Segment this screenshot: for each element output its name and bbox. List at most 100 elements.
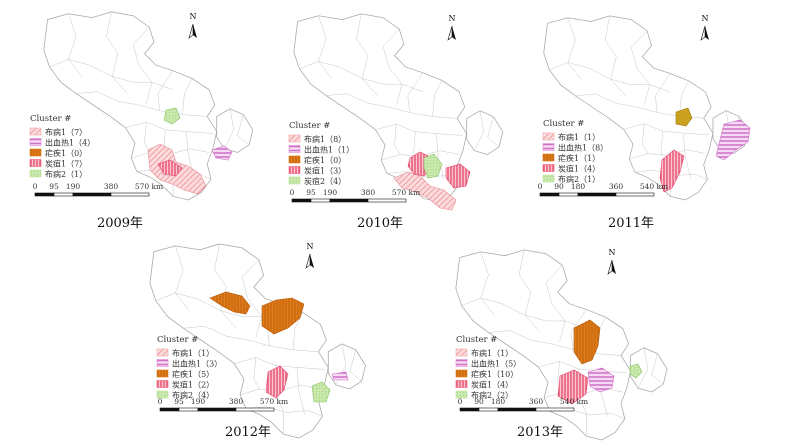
- north-arrow-icon: N: [188, 12, 198, 39]
- panel-year-label: 2010年: [357, 216, 403, 231]
- legend-item: 布病1（8）: [288, 134, 346, 144]
- legend: Cluster # 布病1（7）出血热1（4）疟疾1（0）炭疽1（7）布病2（1…: [29, 114, 95, 179]
- legend: Cluster # 布病1（1）出血热1（5）疟疾1（10）炭疽1（4）布病2（…: [455, 335, 521, 400]
- cluster-malaria1-region: [209, 291, 251, 315]
- legend-swatch: [542, 143, 555, 151]
- scale-segment: [34, 192, 55, 197]
- legend-item: 炭疽1（7）: [29, 159, 87, 169]
- legend-swatch: [156, 390, 169, 399]
- legend-label: 疟疾1（10）: [471, 369, 518, 379]
- legend-swatch: [455, 380, 468, 388]
- legend-swatch: [455, 369, 468, 378]
- legend-item: 炭疽1（4）: [542, 164, 600, 174]
- scale-segment: [615, 192, 655, 197]
- cluster-hemorrhagic-fever1-region: [331, 371, 349, 381]
- cluster-anthrax2-region: [423, 153, 443, 179]
- legend-label: 出血热1（5）: [471, 359, 521, 369]
- legend-item: 布病1（1）: [455, 348, 513, 358]
- legend-item: 出血热1（5）: [455, 359, 521, 369]
- scale-segment: [291, 198, 312, 203]
- legend-swatch: [542, 164, 555, 172]
- legend-label: 布病2（4）: [172, 390, 214, 400]
- legend-item: 布病1（1）: [156, 348, 214, 358]
- scale-tick-label: 190: [191, 397, 206, 406]
- cluster-anthrax1-region: [445, 163, 471, 189]
- scale-tick-label: 190: [323, 188, 338, 197]
- legend-swatch: [288, 155, 301, 164]
- north-arrow-icon: N: [305, 242, 315, 269]
- scale-segment: [539, 192, 560, 197]
- scale-segment: [329, 198, 369, 203]
- legend-swatch: [288, 176, 301, 185]
- legend-label: 布病1（1）: [172, 348, 214, 358]
- scale-segment: [197, 407, 237, 412]
- cluster-anthrax1-region: [557, 369, 589, 405]
- scale-bar: 0 90 180 360 540 km: [538, 182, 668, 197]
- legend-swatch: [29, 138, 42, 146]
- scale-tick-label: 0: [538, 182, 543, 191]
- legend-swatch: [288, 145, 301, 153]
- legend-item: 疟疾1（10）: [455, 369, 518, 379]
- scale-segment: [178, 407, 199, 412]
- scale-segment: [72, 192, 112, 197]
- legend-title: Cluster #: [157, 335, 198, 345]
- scale-bar: 0 95 190 380 570 km: [33, 182, 163, 197]
- legend-label: 布病1（7）: [45, 127, 87, 137]
- cluster-brucellosis1-region: [393, 171, 457, 211]
- legend: Cluster # 布病1（8）出血热1（1）疟疾1（0）炭疽1（3）炭疽2（4…: [288, 121, 354, 186]
- legend-item: 炭疽1（3）: [288, 166, 346, 176]
- legend-swatch: [29, 127, 42, 136]
- legend-item: 出血热1（4）: [29, 138, 95, 148]
- legend-item: 炭疽2（4）: [288, 176, 346, 186]
- cluster-brucellosis2-region: [311, 381, 331, 403]
- map-panel-2013: N Cluster # 布病1（1）出血热1（5）疟疾1（10）炭疽1（4）布病…: [455, 248, 668, 441]
- scale-segment: [367, 198, 407, 203]
- legend-item: 疟疾1（5）: [156, 369, 214, 379]
- scale-segment: [497, 407, 537, 412]
- svg-text:N: N: [609, 248, 616, 257]
- legend-title: Cluster #: [30, 114, 71, 124]
- scale-tick-label: 95: [174, 397, 184, 406]
- scale-tick-label: 360: [609, 182, 624, 191]
- scale-tick-label: 570 km: [392, 188, 420, 197]
- scale-tick-label: 90: [554, 182, 564, 191]
- legend-label: 布病1（1）: [471, 348, 513, 358]
- legend-label: 出血热1（1）: [304, 145, 354, 155]
- legend-label: 疟疾1（0）: [304, 155, 346, 165]
- scale-segment: [159, 407, 180, 412]
- legend-title: Cluster #: [289, 121, 330, 131]
- cluster-hemorrhagic-fever1-region: [587, 367, 615, 393]
- scale-tick-label: 0: [33, 182, 38, 191]
- legend-swatch: [542, 153, 555, 162]
- map-panel-2011: N Cluster # 布病1（1）出血热1（8）疟疾1（1）炭疽1（4）布病2…: [538, 14, 751, 231]
- legend-label: 疟疾1（0）: [45, 148, 87, 158]
- map-panel-2010: N Cluster # 布病1（8）出血热1（1）疟疾1（0）炭疽1（3）炭疽2…: [288, 13, 504, 231]
- scale-segment: [535, 407, 575, 412]
- scale-tick-label: 0: [290, 188, 295, 197]
- legend-item: 布病1（7）: [29, 127, 87, 137]
- north-arrow-icon: N: [607, 248, 617, 275]
- legend-label: 炭疽2（4）: [304, 176, 346, 186]
- legend-label: 出血热1（3）: [172, 359, 222, 369]
- scale-segment: [478, 407, 499, 412]
- scale-segment: [235, 407, 275, 412]
- scale-tick-label: 90: [474, 397, 484, 406]
- legend: Cluster # 布病1（1）出血热1（8）疟疾1（1）炭疽1（4）布病2（1…: [542, 119, 608, 184]
- legend-swatch: [156, 369, 169, 378]
- scale-tick-label: 540 km: [560, 397, 588, 406]
- legend-swatch: [542, 132, 555, 141]
- legend-label: 炭疽1（4）: [471, 380, 513, 390]
- panel-year-label: 2012年: [225, 425, 271, 440]
- legend-label: 炭疽1（2）: [172, 380, 214, 390]
- scale-tick-label: 570 km: [135, 182, 163, 191]
- panel-year-label: 2009年: [97, 216, 143, 231]
- scale-tick-label: 95: [306, 188, 316, 197]
- legend: Cluster # 布病1（1）出血热1（3）疟疾1（5）炭疽1（2）布病2（4…: [156, 335, 222, 400]
- scale-segment: [459, 407, 480, 412]
- legend-item: 布病2（1）: [29, 169, 87, 179]
- legend-swatch: [455, 348, 468, 357]
- scale-tick-label: 180: [571, 182, 586, 191]
- legend-label: 炭疽1（3）: [304, 166, 346, 176]
- legend-swatch: [288, 134, 301, 143]
